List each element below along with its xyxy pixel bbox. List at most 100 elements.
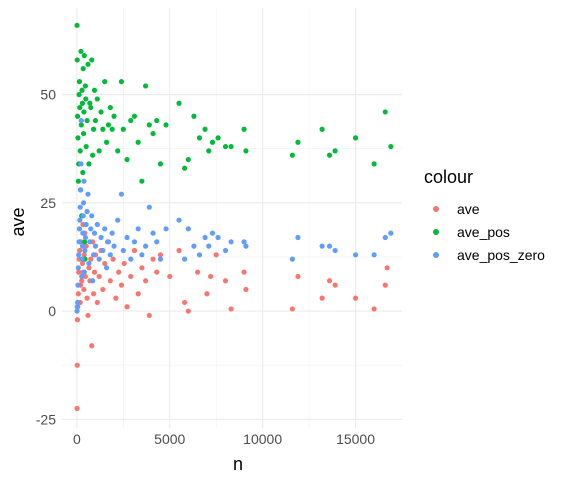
point-ave-pos <box>243 148 249 154</box>
major-gridlines <box>62 8 402 428</box>
point-ave <box>143 278 149 284</box>
point-ave-pos-zero <box>74 304 80 310</box>
point-ave-pos-zero <box>115 217 121 223</box>
point-ave <box>89 343 95 349</box>
point-ave-pos <box>81 109 87 115</box>
point-ave-pos-zero <box>79 256 85 262</box>
point-ave <box>100 286 106 293</box>
point-ave-pos-zero <box>107 252 113 258</box>
point-ave-pos-zero <box>185 226 191 232</box>
point-ave <box>295 273 301 280</box>
legend-item: ave <box>433 201 480 217</box>
point-ave-pos <box>326 152 333 158</box>
x-axis-title: n <box>233 454 243 474</box>
point-ave-pos-zero <box>77 217 83 223</box>
legend-title: colour <box>424 167 473 187</box>
point-ave <box>319 295 325 301</box>
point-ave-pos-zero <box>128 256 134 262</box>
legend-items: ave ave_pos ave_pos_zero <box>433 201 545 263</box>
point-ave-pos-zero <box>382 234 388 241</box>
point-ave <box>110 256 116 262</box>
point-ave-pos-zero <box>176 217 182 223</box>
point-ave <box>74 405 80 412</box>
y-axis-ticks: -25 0 25 50 <box>36 87 56 428</box>
point-ave-pos-zero <box>103 265 110 271</box>
point-ave-pos <box>163 122 169 128</box>
point-ave <box>81 286 87 293</box>
point-ave-pos-zero <box>89 213 95 219</box>
x-tick-label: 5000 <box>154 431 185 447</box>
point-ave-pos-zero <box>92 243 99 249</box>
y-tick-label: 0 <box>48 303 56 319</box>
point-ave <box>84 295 90 301</box>
point-ave-pos-zero <box>124 234 130 241</box>
point-ave-pos-zero <box>86 260 92 267</box>
y-tick-label: -25 <box>36 411 56 427</box>
point-ave <box>154 269 160 275</box>
point-ave-pos-zero <box>295 234 301 241</box>
point-ave-pos <box>84 117 90 124</box>
point-ave-pos-zero <box>191 243 197 249</box>
point-ave-pos <box>124 156 130 163</box>
point-ave <box>91 269 98 275</box>
point-ave <box>79 278 85 284</box>
point-ave-pos-zero <box>91 230 98 236</box>
point-ave-pos-zero <box>77 204 83 210</box>
point-ave-pos <box>74 57 80 63</box>
point-ave-pos <box>96 148 102 154</box>
point-ave-pos-zero <box>96 256 102 262</box>
point-ave-pos <box>196 135 203 141</box>
point-ave-pos <box>115 148 121 154</box>
point-ave-pos <box>176 100 182 106</box>
point-ave-pos <box>79 100 86 106</box>
point-ave <box>213 252 219 258</box>
point-ave-pos-zero <box>222 247 229 254</box>
point-ave-pos <box>87 100 93 106</box>
point-ave-pos-zero <box>84 208 90 215</box>
point-ave-pos <box>146 122 152 128</box>
point-ave-pos <box>371 161 377 167</box>
point-ave <box>121 260 127 267</box>
point-ave <box>371 306 377 312</box>
point-ave-pos <box>86 161 92 167</box>
point-ave-pos-zero <box>163 226 169 232</box>
point-ave-pos-zero <box>319 243 325 249</box>
point-ave-pos <box>135 139 141 145</box>
point-ave <box>176 247 182 254</box>
point-ave-pos <box>118 79 125 85</box>
point-ave-pos-zero <box>75 299 81 306</box>
point-ave-pos-zero <box>352 252 359 258</box>
point-ave-pos <box>94 96 100 102</box>
point-ave-pos-zero <box>157 256 164 262</box>
point-ave-pos <box>74 22 80 28</box>
point-ave <box>382 282 388 288</box>
legend-label: ave <box>457 201 480 217</box>
point-ave <box>82 273 89 280</box>
minor-gridlines <box>62 8 402 428</box>
point-ave-pos-zero <box>150 230 156 236</box>
point-ave <box>182 299 188 306</box>
data-points <box>74 22 394 412</box>
point-ave <box>352 295 359 301</box>
legend-item: ave_pos <box>433 224 510 240</box>
point-ave-pos <box>103 139 110 145</box>
point-ave-pos <box>78 48 84 54</box>
point-ave <box>86 265 92 271</box>
point-ave-pos <box>222 143 229 150</box>
legend-key <box>433 206 439 212</box>
point-ave <box>83 243 89 249</box>
point-ave-pos <box>111 113 117 119</box>
point-ave <box>135 291 141 297</box>
point-ave-pos <box>88 104 94 111</box>
point-ave-pos <box>79 87 85 93</box>
point-ave <box>118 282 125 288</box>
point-ave-pos-zero <box>326 243 333 249</box>
point-ave <box>228 306 234 312</box>
point-ave-pos <box>92 117 99 124</box>
point-ave-pos <box>83 143 89 150</box>
point-ave-pos-zero <box>139 252 145 258</box>
series-ave-pos-zero <box>74 117 394 314</box>
point-ave-pos-zero <box>118 191 125 197</box>
point-ave-pos <box>82 239 88 245</box>
point-ave-pos-zero <box>241 239 247 245</box>
